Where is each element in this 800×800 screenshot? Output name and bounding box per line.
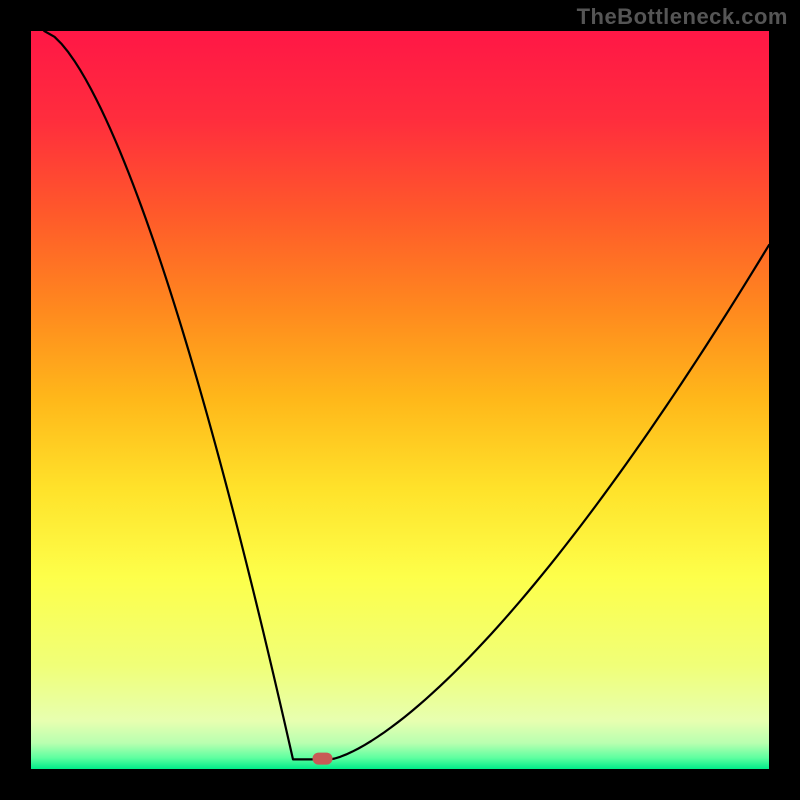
watermark-text: TheBottleneck.com <box>577 4 788 30</box>
optimum-marker <box>313 753 333 765</box>
bottleneck-chart <box>0 0 800 800</box>
plot-background <box>31 31 769 769</box>
